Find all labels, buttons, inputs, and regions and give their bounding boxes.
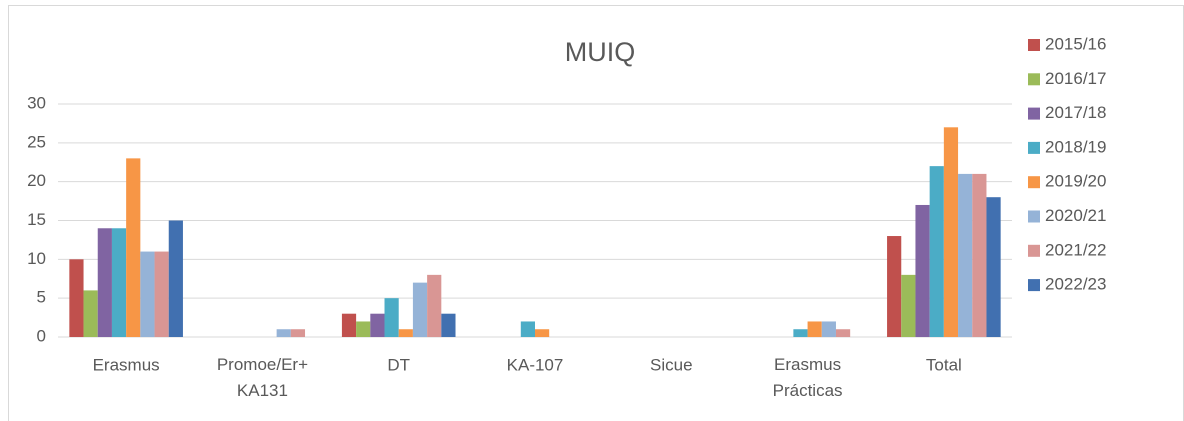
legend-swatch [1028, 39, 1040, 51]
bar [140, 251, 155, 337]
legend-label: 2017/18 [1045, 103, 1106, 122]
bar [341, 313, 357, 337]
bar [370, 313, 385, 337]
y-tick-label: 25 [27, 132, 46, 151]
bar [398, 329, 413, 337]
bar [111, 228, 127, 337]
y-tick-label: 20 [27, 171, 46, 190]
bar [154, 251, 169, 337]
bar [384, 298, 399, 337]
bar [929, 166, 944, 337]
bar [168, 220, 183, 337]
x-tick-label: Total [926, 355, 962, 374]
bar [915, 204, 930, 337]
legend-swatch [1028, 210, 1040, 223]
bar [807, 321, 822, 337]
bar [986, 197, 1001, 337]
y-tick-label: 5 [37, 288, 46, 307]
y-tick-label: 15 [27, 210, 46, 229]
x-tick-label: KA-107 [507, 355, 564, 374]
chart-title: MUIQ [565, 37, 636, 67]
legend-label: 2020/21 [1045, 206, 1106, 225]
legend-swatch [1028, 107, 1040, 120]
legend-swatch [1028, 73, 1040, 86]
x-tick-label: Erasmus [93, 355, 160, 374]
bar [535, 329, 550, 337]
bar [290, 329, 306, 337]
bar [356, 321, 371, 337]
bar [126, 158, 141, 337]
x-tick-label: DT [387, 355, 410, 374]
legend-label: 2019/20 [1045, 172, 1106, 191]
y-tick-label: 10 [27, 249, 46, 268]
bar [83, 290, 98, 337]
x-tick-label: Erasmus Prácticas [773, 355, 843, 400]
legend-label: 2018/19 [1045, 137, 1106, 156]
legend-swatch [1028, 244, 1040, 257]
bar [821, 321, 836, 337]
legend-label: 2016/17 [1045, 69, 1106, 88]
bar [901, 274, 916, 337]
legend-swatch [1028, 279, 1040, 292]
bar [412, 282, 428, 337]
bar [943, 127, 959, 337]
bar [520, 321, 535, 337]
legend-swatch [1028, 176, 1040, 189]
bar [427, 274, 442, 337]
bar [276, 329, 291, 337]
bar [441, 313, 456, 337]
chart-border [8, 5, 1184, 421]
legend-label: 2021/22 [1045, 240, 1106, 259]
bar [887, 236, 902, 337]
legend-label: 2022/23 [1045, 275, 1106, 294]
y-tick-label: 30 [27, 93, 46, 112]
x-tick-label: Sicue [650, 355, 693, 374]
bar [958, 173, 973, 337]
x-tick-label: Promoe/Er+ KA131 [217, 355, 308, 400]
bar [835, 329, 851, 337]
legend-swatch [1028, 141, 1040, 154]
y-tick-label: 0 [37, 326, 46, 345]
bar [69, 259, 84, 337]
bar [972, 173, 987, 337]
legend-label: 2015/16 [1045, 34, 1106, 53]
bar [97, 228, 112, 337]
bar [793, 329, 808, 337]
